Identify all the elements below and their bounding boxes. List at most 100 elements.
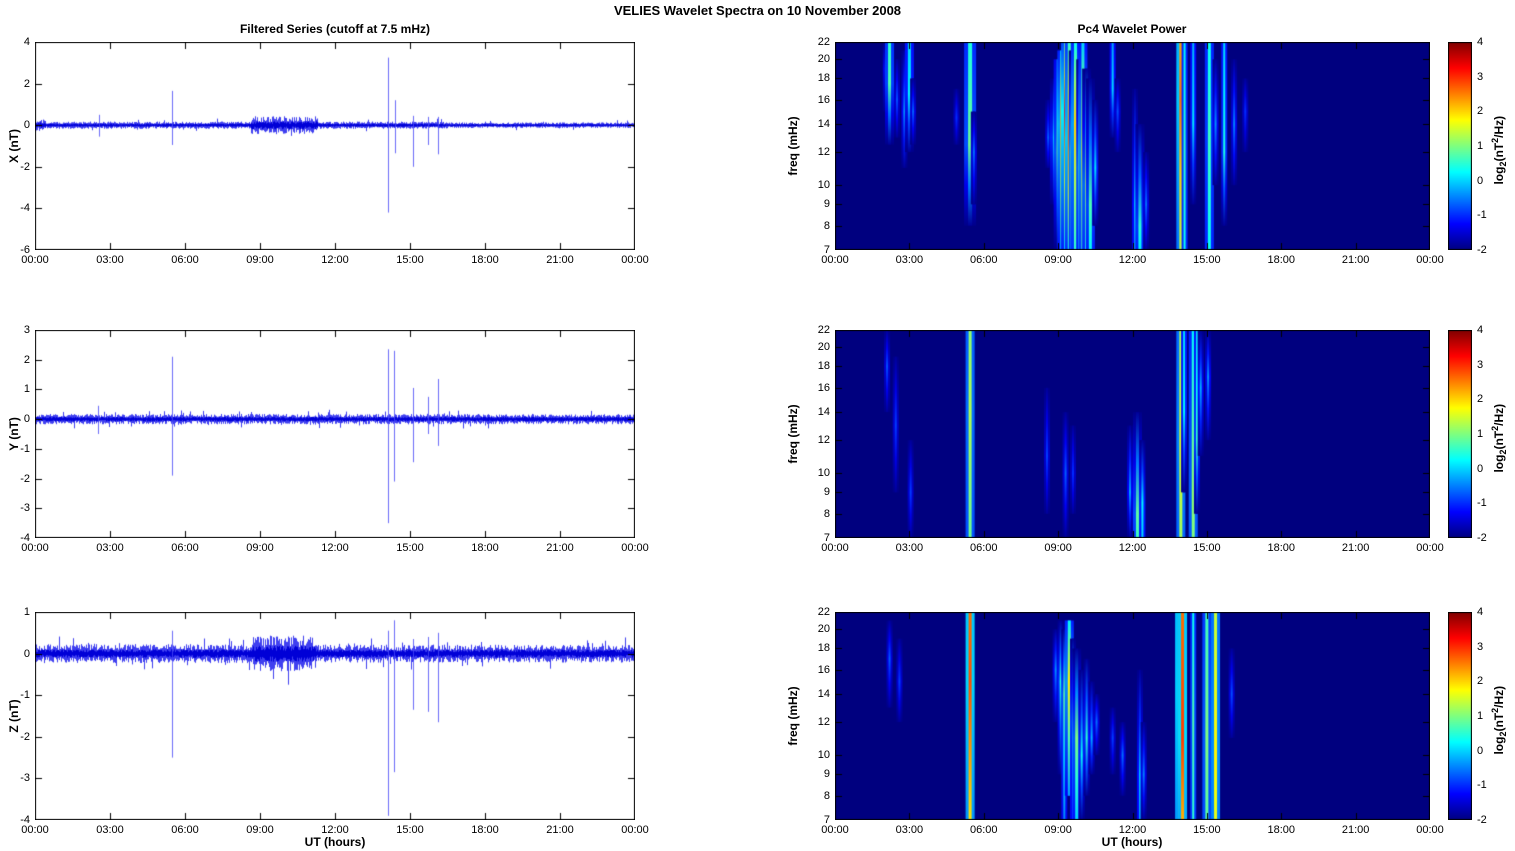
x-tick-label: 00:00 xyxy=(21,254,49,266)
y-tick-label: 0 xyxy=(23,413,30,426)
y-tick-label: 7 xyxy=(823,244,830,256)
x-tick-label: 21:00 xyxy=(546,254,574,266)
y-tick-label: -2 xyxy=(20,730,30,743)
x-tick-label: 00:00 xyxy=(621,542,649,554)
y-tick-label: 9 xyxy=(823,768,830,781)
colorbar-tick-label: -1 xyxy=(1477,497,1487,510)
colorbar-tick-label: 4 xyxy=(1477,324,1484,336)
colorbar-tick-label: -1 xyxy=(1477,779,1487,792)
y-tick-label: 14 xyxy=(817,688,830,701)
y-tick-label: 12 xyxy=(817,146,830,159)
y-axis-label-wavelet-y: freq (mHz) xyxy=(786,404,800,464)
x-tick-label: 06:00 xyxy=(171,254,199,266)
y-tick-label: -1 xyxy=(20,442,30,455)
x-tick-label: 00:00 xyxy=(821,542,849,554)
x-tick-label: 09:00 xyxy=(1044,542,1072,554)
y-tick-label: 10 xyxy=(817,467,830,480)
colorbar-canvas xyxy=(1448,612,1472,820)
x-axis-label-right: UT (hours) xyxy=(1101,835,1163,849)
x-tick-label: 06:00 xyxy=(171,542,199,554)
y-tick-label: 9 xyxy=(823,486,830,499)
y-tick-label: 7 xyxy=(823,814,830,826)
colorbar-tick-label: 0 xyxy=(1477,174,1484,187)
x-tick-label: 18:00 xyxy=(1267,824,1296,836)
colorbar-canvas xyxy=(1448,42,1472,250)
x-tick-label: 00:00 xyxy=(1416,254,1444,266)
colorbar-tick-label: 4 xyxy=(1477,36,1484,48)
colorbar-tick-label: -2 xyxy=(1477,244,1487,256)
x-tick-label: 18:00 xyxy=(471,254,499,266)
series-y-canvas xyxy=(35,330,635,538)
y-tick-label: -2 xyxy=(20,472,30,485)
series-z-canvas xyxy=(35,612,635,820)
colorbar-tick-label: 2 xyxy=(1477,675,1484,688)
y-tick-label: 10 xyxy=(817,749,830,762)
x-tick-label: 09:00 xyxy=(1044,824,1072,836)
x-tick-label: 12:00 xyxy=(321,824,349,836)
y-tick-label: 2 xyxy=(23,353,30,366)
x-tick-label: 00:00 xyxy=(821,824,849,836)
x-tick-label: 06:00 xyxy=(969,542,998,554)
x-tick-label: 21:00 xyxy=(1341,824,1370,836)
x-tick-label: 21:00 xyxy=(546,542,574,554)
x-axis-label-left: UT (hours) xyxy=(304,835,366,849)
x-tick-label: 18:00 xyxy=(1267,254,1296,266)
colorbar-tick-label: 0 xyxy=(1477,462,1484,475)
x-tick-label: 06:00 xyxy=(171,824,199,836)
colorbar-tick-label: 3 xyxy=(1477,70,1484,83)
wavelet-x-canvas xyxy=(835,42,1430,250)
x-tick-label: 00:00 xyxy=(21,542,49,554)
y-tick-label: 12 xyxy=(817,434,830,447)
y-tick-label: 20 xyxy=(817,341,830,354)
x-tick-label: 21:00 xyxy=(1341,542,1370,554)
colorbar-tick-label: 1 xyxy=(1477,140,1484,152)
y-tick-label: -4 xyxy=(20,814,30,826)
x-tick-label: 18:00 xyxy=(471,824,499,836)
y-tick-label: 7 xyxy=(823,532,830,544)
colorbar-tick-label: 3 xyxy=(1477,358,1484,371)
x-tick-label: 15:00 xyxy=(396,824,424,836)
colorbar-tick-label: 1 xyxy=(1477,428,1484,440)
y-tick-label: 8 xyxy=(823,507,830,520)
y-tick-label: 16 xyxy=(817,93,830,106)
y-axis-label-series-y: Y (nT) xyxy=(7,417,21,451)
page-title: VELIES Wavelet Spectra on 10 November 20… xyxy=(613,3,902,18)
colorbar-tick-label: 3 xyxy=(1477,640,1484,653)
x-tick-label: 03:00 xyxy=(96,254,124,266)
y-axis-label-wavelet-x: freq (mHz) xyxy=(786,116,800,176)
colorbar-tick-label: -2 xyxy=(1477,814,1487,826)
y-tick-label: 16 xyxy=(817,663,830,676)
x-tick-label: 00:00 xyxy=(21,824,49,836)
x-tick-label: 15:00 xyxy=(1193,254,1221,266)
x-tick-label: 03:00 xyxy=(895,254,924,266)
y-tick-label: 4 xyxy=(23,36,30,48)
y-tick-label: 3 xyxy=(23,324,30,336)
y-tick-label: 0 xyxy=(23,119,30,132)
y-axis-label-wavelet-z: freq (mHz) xyxy=(786,686,800,746)
x-tick-label: 00:00 xyxy=(621,254,649,266)
x-tick-label: 12:00 xyxy=(1118,542,1147,554)
y-tick-label: 1 xyxy=(23,606,30,618)
colorbar-tick-label: -1 xyxy=(1477,209,1487,222)
x-tick-label: 03:00 xyxy=(96,542,124,554)
x-tick-label: 00:00 xyxy=(621,824,649,836)
y-tick-label: 10 xyxy=(817,179,830,192)
y-tick-label: 18 xyxy=(817,642,830,655)
x-tick-label: 12:00 xyxy=(321,254,349,266)
colorbar-tick-label: 0 xyxy=(1477,744,1484,757)
x-tick-label: 15:00 xyxy=(396,254,424,266)
y-tick-label: -3 xyxy=(20,502,30,515)
y-tick-label: 22 xyxy=(817,606,830,618)
x-tick-label: 00:00 xyxy=(1416,542,1444,554)
x-tick-label: 12:00 xyxy=(1118,824,1147,836)
x-tick-label: 12:00 xyxy=(321,542,349,554)
colorbar-canvas xyxy=(1448,330,1472,538)
y-tick-label: 1 xyxy=(23,383,30,396)
x-tick-label: 18:00 xyxy=(1267,542,1296,554)
x-tick-label: 09:00 xyxy=(1044,254,1072,266)
x-tick-label: 00:00 xyxy=(1416,824,1444,836)
x-tick-label: 03:00 xyxy=(895,542,924,554)
y-tick-label: 2 xyxy=(23,77,30,90)
left-column-title: Filtered Series (cutoff at 7.5 mHz) xyxy=(239,22,431,36)
